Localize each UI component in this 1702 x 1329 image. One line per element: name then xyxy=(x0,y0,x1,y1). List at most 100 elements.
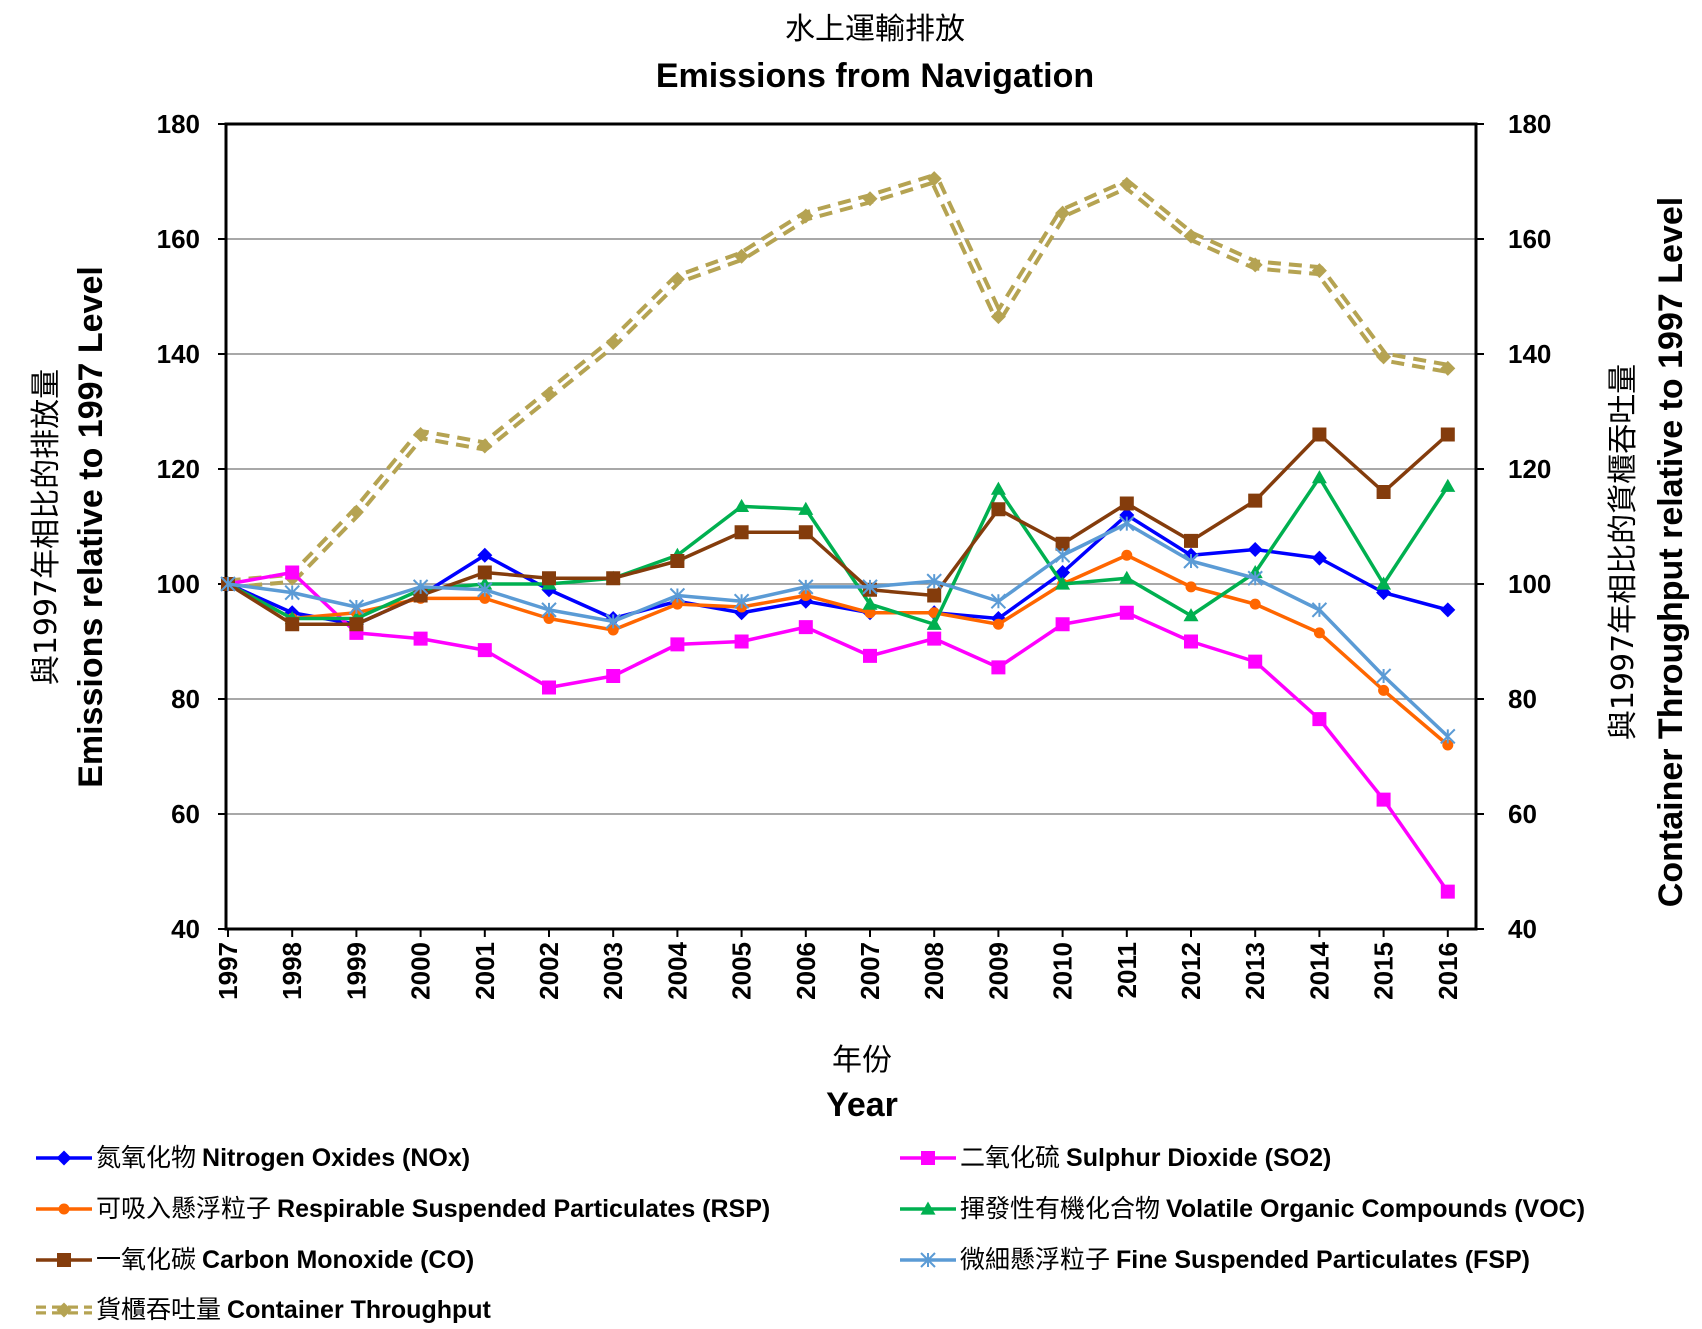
legend-marker xyxy=(58,1203,70,1215)
data-point xyxy=(542,571,556,586)
x-tick-label: 2008 xyxy=(919,942,949,1000)
data-point xyxy=(798,208,814,224)
series-line xyxy=(227,553,1449,747)
x-tick-label: 2001 xyxy=(470,942,500,1000)
data-point xyxy=(990,481,1006,495)
legend-label: 貨櫃吞吐量 Container Throughput xyxy=(96,1295,492,1324)
data-point xyxy=(413,631,428,646)
left-y-axis-ticks: 40 60 80 100 120 140 160 180 xyxy=(157,109,226,944)
plot-area xyxy=(224,122,1478,931)
data-point xyxy=(1440,728,1456,745)
legend-item: 氮氧化物 Nitrogen Oxides (NOx) xyxy=(36,1143,470,1172)
data-point xyxy=(992,618,1004,630)
data-point xyxy=(733,593,750,609)
legend-label-en: Volatile Organic Compounds (VOC) xyxy=(1166,1195,1585,1223)
x-tick-label: 2012 xyxy=(1176,942,1206,1000)
data-point xyxy=(670,554,685,568)
data-point xyxy=(479,592,491,604)
data-point xyxy=(798,620,813,635)
chart-title: Emissions from Navigation xyxy=(656,57,1094,95)
data-point xyxy=(284,584,300,601)
data-point xyxy=(798,501,814,515)
data-point xyxy=(927,588,942,603)
data-point xyxy=(1055,576,1071,590)
data-point xyxy=(1119,496,1134,511)
data-point xyxy=(1376,792,1391,807)
data-point xyxy=(349,617,364,632)
legend-label-en: Container Throughput xyxy=(227,1296,492,1324)
left-tick-label: 140 xyxy=(157,339,200,369)
legend-label: 可吸入懸浮粒子 Respirable Suspended Particulates… xyxy=(96,1194,770,1223)
legend-label-zh: 可吸入懸浮粒子 xyxy=(96,1194,271,1223)
data-point xyxy=(412,579,429,595)
right-tick-label: 60 xyxy=(1508,799,1537,829)
legend-item: 可吸入懸浮粒子 Respirable Suspended Particulates… xyxy=(36,1194,770,1223)
data-point xyxy=(285,617,300,632)
data-point xyxy=(1378,684,1390,696)
legend-marker xyxy=(57,1253,71,1267)
x-tick-label: 2006 xyxy=(791,942,821,1000)
left-y-axis-label-zh: 與1997年相比的排放量 xyxy=(29,369,64,685)
data-point xyxy=(1184,533,1198,548)
series-sulphur-dioxide-so2 xyxy=(221,565,1455,899)
data-point xyxy=(862,596,878,610)
data-point xyxy=(413,427,429,442)
data-point xyxy=(541,386,557,402)
legend-label: 揮發性有機化合物 Volatile Organic Compounds (VOC) xyxy=(960,1194,1585,1223)
data-point xyxy=(220,576,236,592)
x-axis-ticks: 1997 1998 1999 2000 2001 2002 2003 2004 2005 2006… xyxy=(213,929,1463,1000)
data-point xyxy=(285,565,300,580)
data-point xyxy=(1376,349,1392,365)
data-point xyxy=(926,616,942,630)
data-point xyxy=(413,588,428,603)
legend-label-en: Nitrogen Oxides (NOx) xyxy=(202,1144,470,1172)
legend-label-zh: 貨櫃吞吐量 xyxy=(96,1295,221,1324)
data-point xyxy=(1248,654,1263,669)
left-tick-label: 180 xyxy=(157,109,200,139)
x-tick-label: 1998 xyxy=(277,942,307,1000)
right-tick-label: 100 xyxy=(1508,569,1551,599)
left-tick-label: 40 xyxy=(171,914,200,944)
x-tick-label: 2010 xyxy=(1048,942,1078,1000)
x-tick-label: 2015 xyxy=(1369,942,1399,1000)
legend-marker xyxy=(920,1252,936,1268)
data-point xyxy=(1311,602,1328,618)
data-point xyxy=(669,587,686,604)
legend-label: 二氧化硫 Sulphur Dioxide (SO2) xyxy=(960,1143,1331,1172)
x-tick-label: 2007 xyxy=(855,942,885,1000)
data-point xyxy=(348,504,364,520)
data-point xyxy=(1312,427,1327,442)
data-point xyxy=(991,502,1006,517)
data-point xyxy=(1121,549,1133,561)
left-tick-label: 160 xyxy=(157,224,200,254)
data-point xyxy=(1183,553,1199,569)
x-tick-label: 2014 xyxy=(1304,941,1334,999)
data-point xyxy=(1119,605,1134,620)
data-point xyxy=(605,613,621,630)
data-point xyxy=(606,669,621,683)
legend-item: 二氧化硫 Sulphur Dioxide (SO2) xyxy=(900,1143,1331,1172)
legend-label-zh: 微細懸浮粒子 xyxy=(960,1245,1110,1274)
legend-label: 微細懸浮粒子 Fine Suspended Particulates (FSP) xyxy=(960,1245,1530,1274)
x-tick-label: 2013 xyxy=(1240,942,1270,1000)
data-point xyxy=(1311,550,1327,566)
x-tick-label: 1997 xyxy=(213,942,243,1000)
left-tick-label: 120 xyxy=(157,454,200,484)
data-point xyxy=(1249,598,1261,610)
data-point xyxy=(863,648,877,663)
data-point xyxy=(348,599,365,615)
data-point xyxy=(1247,257,1263,273)
data-point xyxy=(1376,576,1392,590)
data-point xyxy=(607,624,619,636)
legend-label-en: Fine Suspended Particulates (FSP) xyxy=(1116,1246,1530,1274)
data-point xyxy=(1311,470,1327,484)
x-tick-label: 2016 xyxy=(1433,942,1463,1000)
series-line-inner xyxy=(227,177,1449,586)
data-point xyxy=(1440,884,1455,899)
right-tick-label: 80 xyxy=(1508,684,1537,714)
legend-item: 一氧化碳 Carbon Monoxide (CO) xyxy=(36,1245,474,1274)
data-point xyxy=(990,593,1007,609)
legend-label-en: Sulphur Dioxide (SO2) xyxy=(1066,1144,1331,1172)
data-point xyxy=(1375,668,1392,684)
